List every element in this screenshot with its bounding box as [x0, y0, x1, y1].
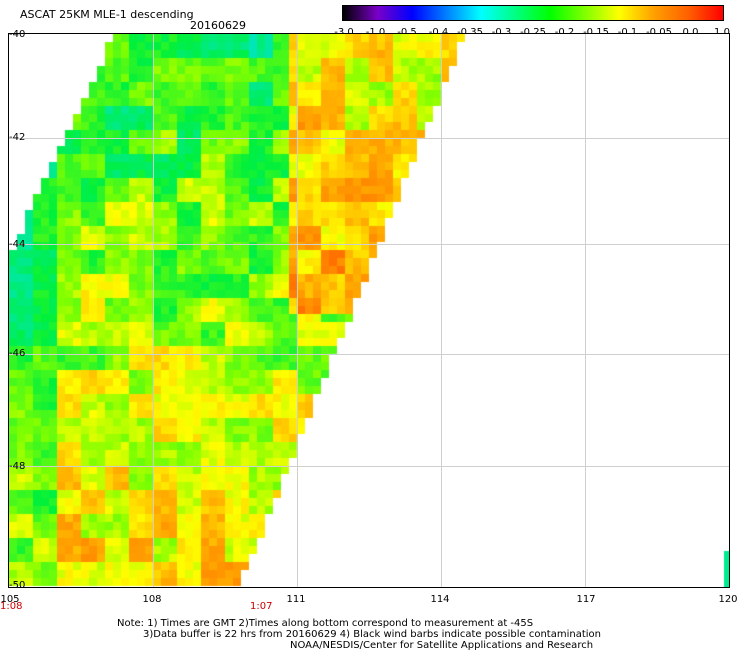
grid-line-lon-117	[585, 34, 586, 587]
grid-line-lat-46	[9, 354, 729, 355]
colorbar-tick-label: -3.0	[334, 27, 354, 38]
time-label-west: 1:08	[0, 601, 23, 612]
product-title: ASCAT 25KM MLE-1 descending	[20, 8, 194, 21]
grid-line-lon-114	[441, 34, 442, 587]
grid-line-lat-42	[9, 138, 729, 139]
colorbar	[342, 5, 724, 21]
x-tick-label: 105	[0, 594, 20, 605]
colorbar-tick-label: 1.0	[714, 27, 730, 38]
x-tick-label: 114	[430, 594, 450, 605]
x-tick-label: 111	[286, 594, 306, 605]
grid-line-lon-111	[297, 34, 298, 587]
map-plot	[8, 33, 730, 588]
grid-line-lat-48	[9, 466, 729, 467]
y-tick-label: -48	[9, 461, 26, 472]
colorbar-tick-label: 0.0	[683, 27, 699, 38]
colorbar-tick-label: -0.4	[429, 27, 449, 38]
x-tick-label: 120	[718, 594, 738, 605]
note-line-3: NOAA/NESDIS/Center for Satellite Applica…	[290, 640, 594, 651]
grid-line-lon-108	[153, 34, 154, 587]
y-tick-label: -40	[9, 29, 26, 40]
product-date: 20160629	[190, 19, 246, 32]
x-tick-label: 108	[142, 594, 162, 605]
y-tick-label: -46	[9, 348, 26, 359]
ambiguity-swath	[9, 34, 729, 587]
colorbar-tick-label: -0.35	[457, 27, 483, 38]
note-line-1: Note: 1) Times are GMT 2)Times along bot…	[117, 618, 534, 629]
note-line-2: 3)Data buffer is 22 hrs from 20160629 4)…	[143, 629, 601, 640]
x-tick-label: 117	[576, 594, 596, 605]
colorbar-tick-label: -0.1	[618, 27, 638, 38]
colorbar-tick-label: -1.0	[366, 27, 386, 38]
y-tick-label: -42	[9, 132, 26, 143]
time-label-east: 1:07	[250, 601, 273, 612]
colorbar-tick-label: -0.2	[555, 27, 575, 38]
colorbar-tick-label: -0.25	[520, 27, 546, 38]
colorbar-tick-label: -0.5	[397, 27, 417, 38]
y-tick-label: -50	[9, 580, 26, 591]
colorbar-tick-label: -0.15	[583, 27, 609, 38]
y-tick-label: -44	[9, 239, 26, 250]
colorbar-tick-label: -0.3	[492, 27, 512, 38]
colorbar-tick-label: -0.05	[646, 27, 672, 38]
grid-line-lat-44	[9, 244, 729, 245]
